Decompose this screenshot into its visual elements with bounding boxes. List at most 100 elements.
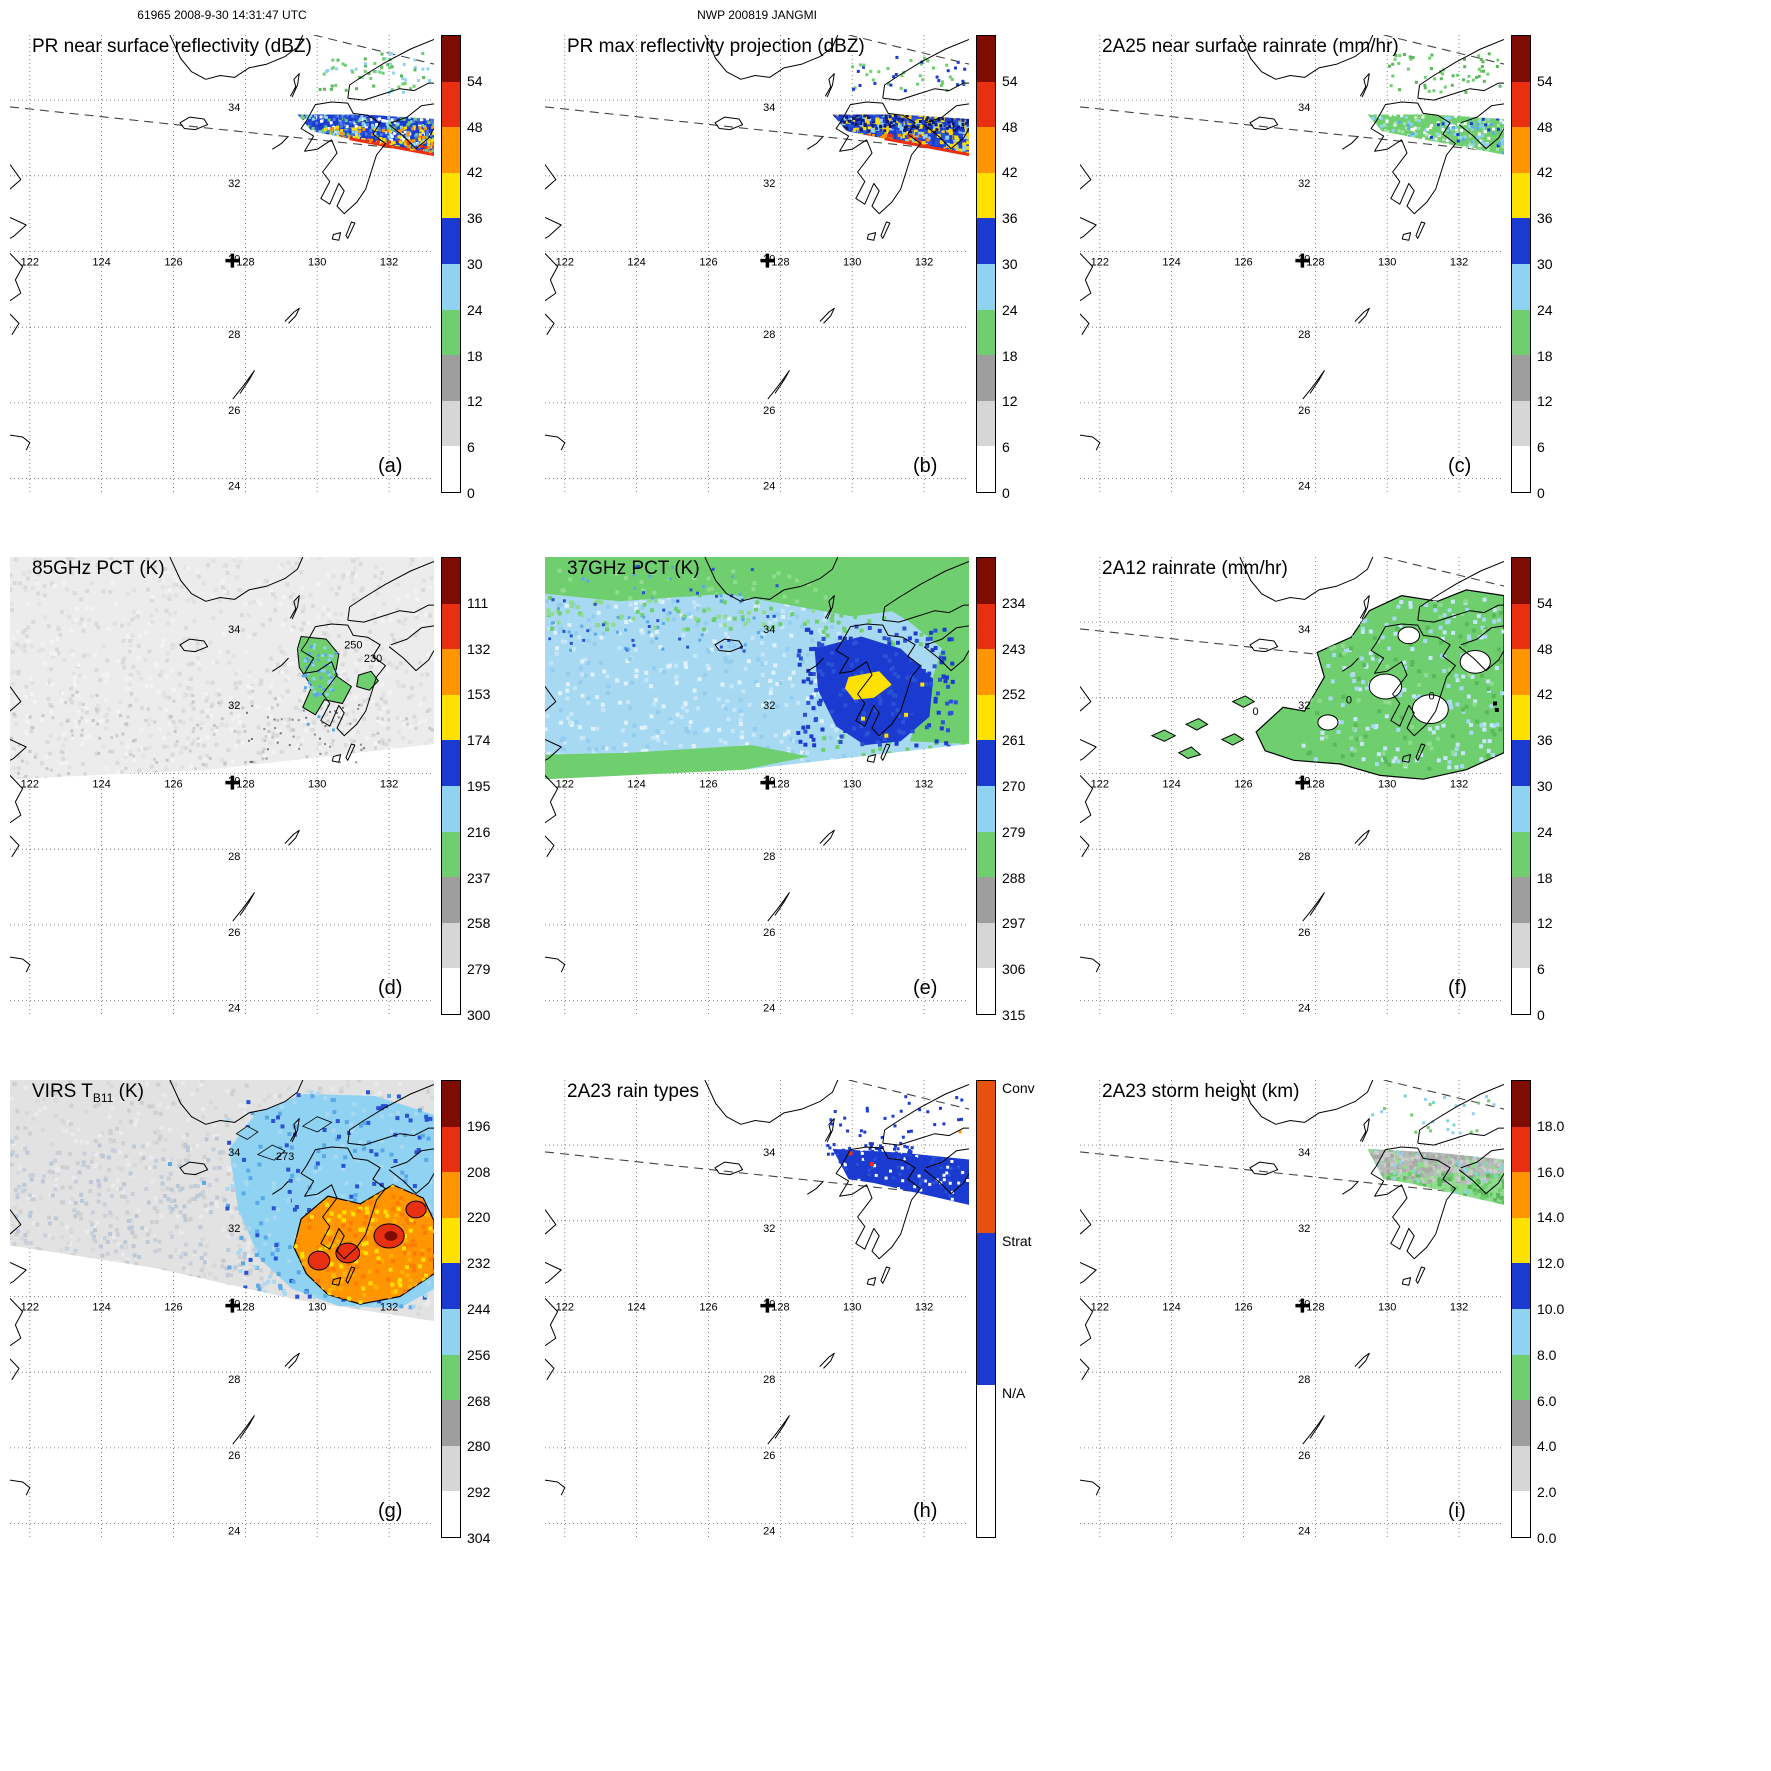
svg-text:124: 124 bbox=[92, 257, 110, 269]
svg-text:124: 124 bbox=[627, 779, 645, 791]
colorbar-f bbox=[1511, 557, 1531, 1015]
svg-text:28: 28 bbox=[1298, 329, 1310, 341]
svg-text:34: 34 bbox=[1298, 624, 1310, 636]
svg-text:32: 32 bbox=[763, 700, 775, 712]
svg-text:132: 132 bbox=[1450, 257, 1468, 269]
svg-text:124: 124 bbox=[1162, 257, 1180, 269]
svg-text:32: 32 bbox=[763, 178, 775, 190]
colorbar-g bbox=[441, 1080, 461, 1538]
svg-text:124: 124 bbox=[1162, 779, 1180, 791]
colorbar-ticks-b: 54 48 42 36 30 24 18 12 6 0 bbox=[1002, 72, 1018, 501]
svg-text:28: 28 bbox=[228, 851, 240, 863]
panel-c: 122 124 126 128 130 132 24 26 28 30 32 34 2A25 near… bbox=[1080, 35, 1610, 505]
colorbar-c bbox=[1511, 35, 1531, 493]
panel-e: 122 124 126 128 130 132 24 26 28 30 32 34 37GHz PCT… bbox=[545, 557, 1075, 1027]
panel-b: 122 124 126 128 130 132 24 26 28 30 32 34 PR max re… bbox=[545, 35, 1075, 505]
svg-text:28: 28 bbox=[763, 329, 775, 341]
panel-corner-label: (b) bbox=[913, 455, 938, 477]
panel-corner-label: (i) bbox=[1448, 1500, 1466, 1522]
svg-text:34: 34 bbox=[228, 624, 240, 636]
panel-title: 85GHz PCT (K) bbox=[32, 558, 165, 579]
panel-corner-label: (c) bbox=[1448, 455, 1472, 477]
svg-text:34: 34 bbox=[228, 102, 240, 114]
svg-text:128: 128 bbox=[1306, 257, 1324, 269]
map-a: 122 124 126 128 130 132 24 26 28 30 32 34 PR near s… bbox=[10, 35, 434, 493]
colorbar-h bbox=[976, 1080, 996, 1538]
svg-text:122: 122 bbox=[21, 779, 39, 791]
panel-title: 2A23 storm height (km) bbox=[1102, 1081, 1300, 1102]
svg-text:122: 122 bbox=[556, 257, 574, 269]
svg-text:122: 122 bbox=[21, 257, 39, 269]
svg-text:130: 130 bbox=[308, 779, 326, 791]
svg-text:132: 132 bbox=[915, 779, 933, 791]
panel-i: 122 124 126 128 130 132 24 26 28 30 32 34 2A23 stor… bbox=[1080, 1080, 1610, 1550]
svg-text:124: 124 bbox=[92, 779, 110, 791]
overpass-id-label: 61965 2008-9-30 14:31:47 UTC bbox=[137, 8, 307, 22]
map-f: 0 0 0 122 124 126 128 130 132 24 26 28 30 32 34 2A12 r… bbox=[1080, 557, 1504, 1015]
svg-text:28: 28 bbox=[763, 851, 775, 863]
svg-text:0: 0 bbox=[1253, 706, 1259, 718]
svg-text:130: 130 bbox=[843, 257, 861, 269]
panel-corner-label: (f) bbox=[1448, 977, 1467, 999]
svg-text:128: 128 bbox=[1306, 779, 1324, 791]
svg-text:28: 28 bbox=[1298, 851, 1310, 863]
svg-text:26: 26 bbox=[1298, 405, 1310, 417]
panel-g: 273 122 124 126 128 130 132 24 26 28 30 32 34 VIRS T… bbox=[10, 1080, 540, 1550]
svg-text:126: 126 bbox=[699, 779, 717, 791]
colorbar-d bbox=[441, 557, 461, 1015]
svg-text:126: 126 bbox=[1234, 779, 1252, 791]
svg-text:34: 34 bbox=[763, 624, 775, 636]
svg-text:26: 26 bbox=[763, 405, 775, 417]
panel-title: PR near surface reflectivity (dBZ) bbox=[32, 36, 312, 57]
map-e: 122 124 126 128 130 132 24 26 28 30 32 34 37GHz PCT… bbox=[545, 557, 969, 1015]
colorbar-ticks-d: 111 132 153 174 195 216 237 258 279 300 bbox=[467, 594, 491, 1023]
panel-corner-label: (h) bbox=[913, 1500, 938, 1522]
svg-text:124: 124 bbox=[627, 257, 645, 269]
svg-text:122: 122 bbox=[1091, 257, 1109, 269]
panel-f: 0 0 0 122 124 126 128 130 132 24 26 28 30 32 34 2A12 r… bbox=[1080, 557, 1610, 1027]
svg-text:122: 122 bbox=[556, 779, 574, 791]
svg-text:0: 0 bbox=[1429, 691, 1435, 703]
svg-text:130: 130 bbox=[1378, 779, 1396, 791]
svg-text:24: 24 bbox=[1298, 1003, 1310, 1015]
map-g: 273 122 124 126 128 130 132 24 26 28 30 32 34 VIRS T… bbox=[10, 1080, 434, 1538]
svg-text:132: 132 bbox=[380, 257, 398, 269]
svg-text:132: 132 bbox=[915, 257, 933, 269]
svg-text:126: 126 bbox=[164, 257, 182, 269]
svg-text:128: 128 bbox=[236, 779, 254, 791]
colorbar-ticks-c: 54 48 42 36 30 24 18 12 6 0 bbox=[1537, 72, 1553, 501]
colorbar-e bbox=[976, 557, 996, 1015]
panel-a: 122 124 126 128 130 132 24 26 28 30 32 34 PR near s… bbox=[10, 35, 540, 505]
svg-text:32: 32 bbox=[1298, 700, 1310, 712]
colorbar-ticks-h: Conv Strat N/A bbox=[1002, 1080, 1035, 1402]
svg-text:128: 128 bbox=[771, 257, 789, 269]
svg-text:34: 34 bbox=[763, 102, 775, 114]
svg-text:32: 32 bbox=[228, 178, 240, 190]
svg-text:128: 128 bbox=[771, 779, 789, 791]
svg-text:34: 34 bbox=[1298, 102, 1310, 114]
svg-text:130: 130 bbox=[308, 257, 326, 269]
svg-text:24: 24 bbox=[228, 481, 240, 493]
svg-text:26: 26 bbox=[228, 927, 240, 939]
panel-title: 2A25 near surface rainrate (mm/hr) bbox=[1102, 36, 1399, 57]
svg-text:126: 126 bbox=[164, 779, 182, 791]
colorbar-ticks-e: 234 243 252 261 270 279 288 297 306 315 bbox=[1002, 594, 1026, 1023]
svg-text:24: 24 bbox=[763, 1003, 775, 1015]
svg-text:28: 28 bbox=[228, 329, 240, 341]
colorbar-b bbox=[976, 35, 996, 493]
svg-text:24: 24 bbox=[1298, 481, 1310, 493]
map-c: 122 124 126 128 130 132 24 26 28 30 32 34 2A25 near… bbox=[1080, 35, 1504, 493]
svg-text:130: 130 bbox=[843, 779, 861, 791]
svg-text:24: 24 bbox=[763, 481, 775, 493]
panel-corner-label: (g) bbox=[378, 1500, 403, 1522]
svg-text:32: 32 bbox=[1298, 178, 1310, 190]
map-d: 250 230 122 124 126 128 130 132 24 26 28 30 32 34 85G… bbox=[10, 557, 434, 1015]
svg-text:128: 128 bbox=[236, 257, 254, 269]
